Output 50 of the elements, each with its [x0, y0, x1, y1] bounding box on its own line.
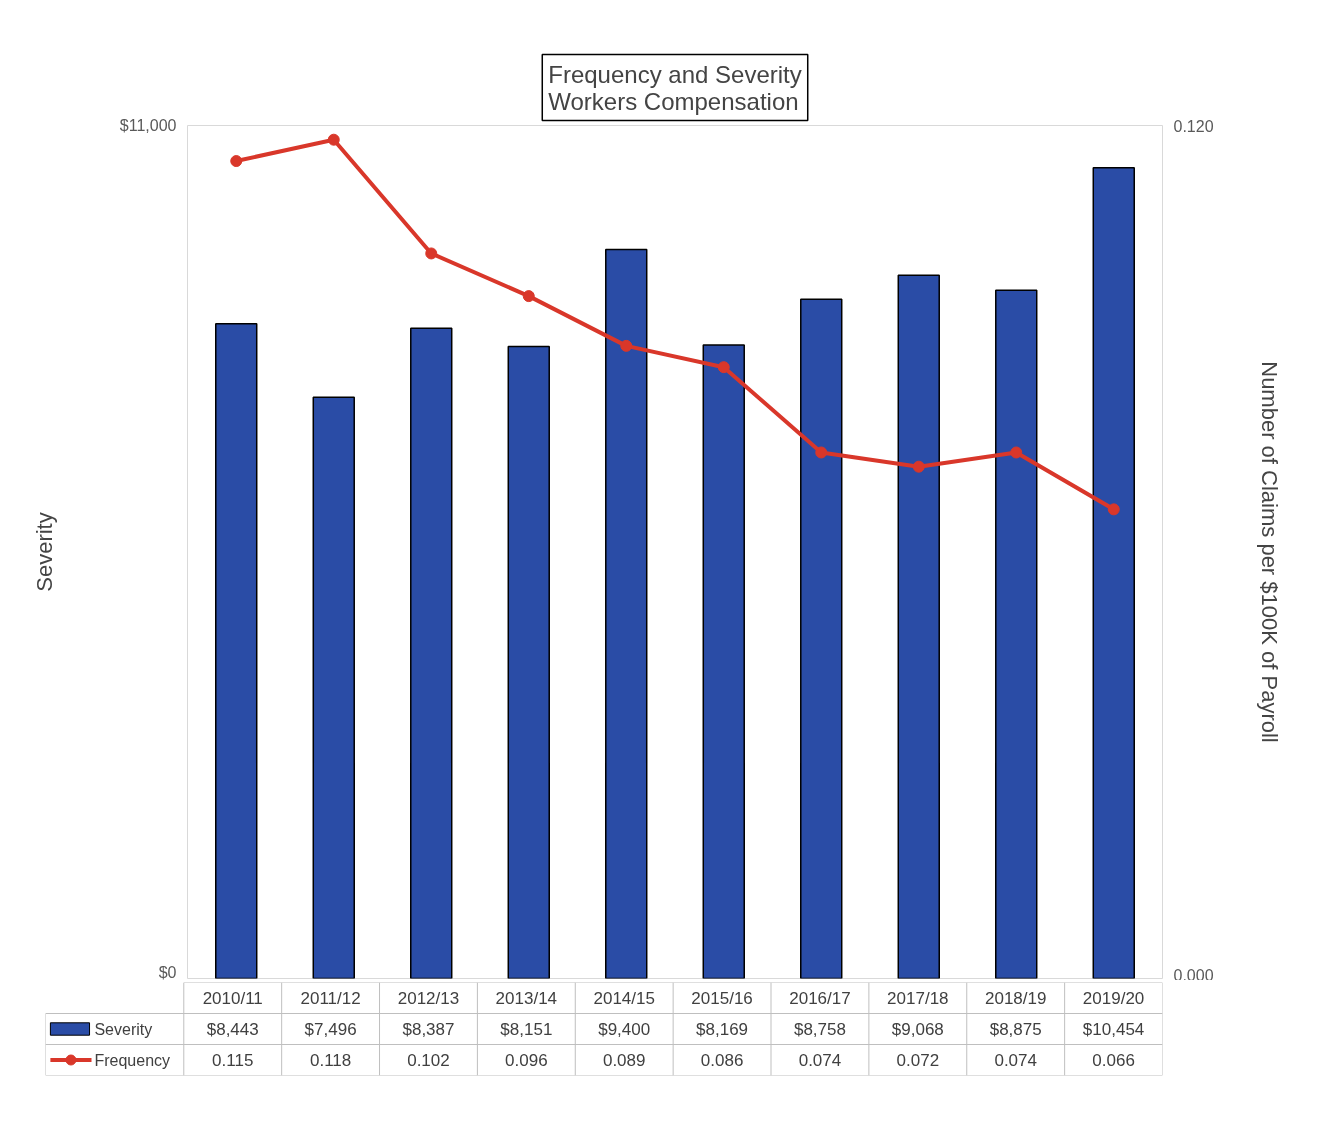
point — [620, 339, 633, 352]
data-label: $9,400 — [598, 1019, 651, 1039]
point — [815, 446, 828, 459]
x-tick-label: 2016/17 — [789, 988, 851, 1008]
point — [230, 155, 243, 168]
y-tick-label: $11,000 — [119, 117, 177, 134]
data-label: 0.102 — [407, 1051, 450, 1070]
data-label: 0.118 — [309, 1051, 352, 1070]
data-label: $9,068 — [891, 1019, 944, 1039]
data-label: $8,875 — [989, 1019, 1042, 1039]
point — [912, 460, 925, 473]
x-tick-label: 2014/15 — [593, 988, 655, 1008]
point — [1107, 503, 1120, 516]
data-label: $10,454 — [1082, 1019, 1145, 1039]
y-axis-title: Severity — [31, 512, 57, 592]
y2-axis-title: Number of Claims per $100K of Payroll — [1256, 361, 1282, 743]
data-label: 0.115 — [212, 1051, 254, 1070]
legend-label: Severity — [94, 1020, 153, 1038]
x-tick-label: 2012/13 — [397, 988, 460, 1008]
data-label: $8,443 — [206, 1019, 259, 1039]
x-tick-label: 2010/11 — [202, 988, 263, 1008]
x-tick-label: 2011/12 — [300, 988, 361, 1008]
data-label: $8,151 — [500, 1019, 553, 1039]
data-label: $8,169 — [696, 1019, 749, 1039]
data-label: 0.096 — [505, 1051, 548, 1070]
data-label: 0.089 — [602, 1051, 646, 1070]
x-tick-label: 2015/16 — [691, 988, 753, 1008]
data-label: 0.074 — [994, 1051, 1037, 1070]
y2-tick-label: 0.000 — [1173, 966, 1214, 984]
point — [327, 133, 340, 146]
x-tick-label: 2013/14 — [495, 988, 558, 1008]
chart-subtitle: Workers Compensation — [548, 87, 799, 115]
data-label: 0.066 — [1092, 1051, 1135, 1070]
point — [717, 361, 730, 374]
data-label: 0.074 — [798, 1051, 842, 1070]
point — [522, 290, 535, 303]
data-label: $8,758 — [793, 1019, 846, 1039]
point — [425, 247, 438, 260]
data-label: 0.072 — [896, 1051, 940, 1070]
x-tick-label: 2017/18 — [887, 988, 949, 1008]
data-label: 0.086 — [700, 1051, 744, 1070]
data-label: $8,387 — [402, 1019, 455, 1039]
y2-tick-label: 0.120 — [1173, 117, 1214, 135]
x-tick-label: 2018/19 — [984, 988, 1047, 1008]
data-label: $7,496 — [304, 1019, 357, 1039]
point — [1010, 446, 1023, 459]
legend-label: Frequency — [94, 1051, 171, 1069]
chart-title: Frequency and Severity — [548, 60, 802, 88]
x-tick-label: 2019/20 — [1082, 988, 1145, 1008]
y-tick-label: $0 — [158, 963, 177, 981]
